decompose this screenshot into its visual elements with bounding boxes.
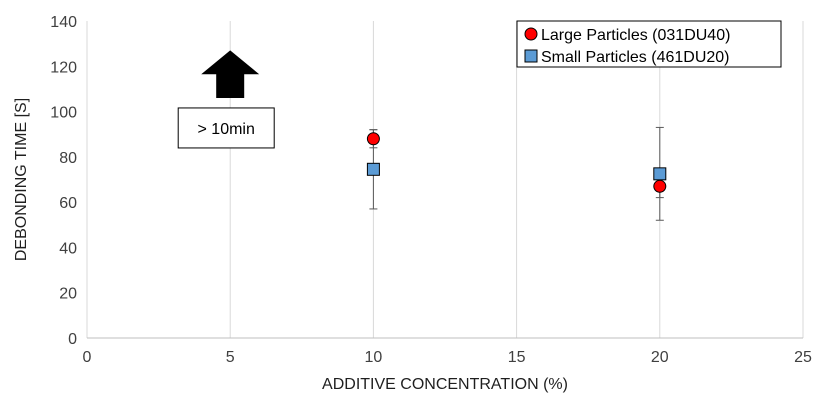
data-point-square: [366, 162, 380, 176]
legend-label: Large Particles (031DU40): [541, 27, 730, 44]
legend-marker-circle: [524, 27, 538, 41]
x-tick-label: 10: [365, 349, 383, 366]
x-axis-title: ADDITIVE CONCENTRATION (%): [322, 376, 568, 393]
x-tick-label: 15: [508, 349, 526, 366]
y-tick-label: 40: [59, 240, 77, 257]
y-tick-label: 60: [59, 195, 77, 212]
axis-layer: 0 5 10 15 20 25 0 20 40 60 80 100 120 140: [50, 14, 812, 366]
y-tick-label: 0: [68, 331, 77, 348]
x-tick-label: 5: [226, 349, 235, 366]
annotation-layer: > 10min: [177, 50, 275, 149]
annotation-box: [177, 107, 275, 149]
y-tick-label: 20: [59, 286, 77, 303]
data-point-circle: [366, 132, 380, 146]
x-tick-label: 25: [794, 349, 812, 366]
data-point-square: [653, 167, 667, 181]
legend-box: [516, 20, 782, 68]
y-tick-label: 140: [50, 14, 77, 31]
y-tick-label: 100: [50, 105, 77, 122]
y-tick-label: 120: [50, 59, 77, 76]
x-tick-label: 20: [651, 349, 669, 366]
legend-label: Small Particles (461DU20): [541, 49, 730, 66]
up-arrow-icon: [201, 50, 260, 98]
marker-layer: [366, 132, 667, 193]
x-tick-label: 0: [83, 349, 92, 366]
legend: Large Particles (031DU40) Small Particles…: [516, 20, 782, 68]
y-axis-title: DEBONDING TIME [S]: [13, 98, 30, 261]
data-point-circle: [653, 179, 667, 193]
legend-marker-square: [524, 49, 538, 63]
annotation-label: > 10min: [198, 121, 255, 138]
y-tick-label: 80: [59, 150, 77, 167]
